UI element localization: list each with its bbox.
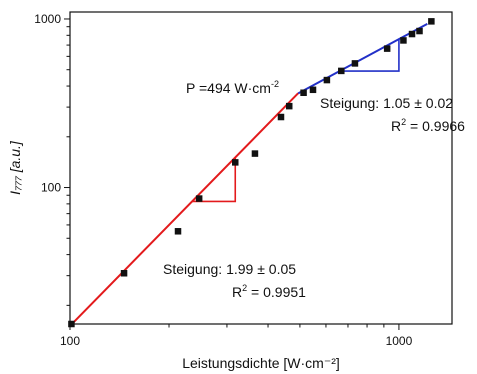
plot-frame [69,11,453,325]
slope-triangle-blue [339,39,400,72]
slope-triangle-red [192,157,237,203]
y-tick-label: 100 [41,181,61,195]
fit-slope-value-red: 1.99 [226,261,253,277]
fit-line-blue [297,22,428,95]
data-point [428,18,435,25]
data-point [400,37,407,44]
data-point [383,45,391,52]
data-point [309,86,317,94]
axis-ticks: 100 1000 100 1000 [34,12,412,348]
x-tick-label: 1000 [386,334,413,348]
fit-label-red: Steigung: [163,261,222,277]
power-annotation: P =494 W·cm-2 [186,79,279,96]
data-point [251,150,259,157]
fit-slope-blue: Steigung: 1.05 ± 0.02 [320,95,453,111]
plus-minus-icon: ± [257,261,265,277]
data-point [277,113,285,121]
fit-r2-blue: R2 = 0.9966 [391,117,465,134]
data-point [338,67,345,75]
data-point [68,320,75,328]
data-point [174,228,182,235]
fit-r2-value-blue: 0.9966 [422,118,465,134]
x-tick-label: 100 [60,334,80,348]
x-axis-label: Leistungsdichte [W·cm⁻²] [182,355,340,371]
data-point [285,102,293,110]
fit-label-blue: Steigung: [320,95,379,111]
fit-r2-red: R2 = 0.9951 [232,283,306,300]
annotation-unit: W·cm [234,80,271,96]
data-point [408,30,416,38]
data-point [323,76,331,84]
data-point [416,27,423,35]
fit-error-value-blue: 0.02 [426,95,453,111]
fit-slope-value-blue: 1.05 [383,95,410,111]
fit-error-value-red: 0.05 [269,261,296,277]
data-point [195,195,203,202]
fit-line-red [69,92,299,327]
annotation-exponent: -2 [271,79,279,89]
annotation-value: 494 [207,80,231,96]
y-tick-label: 1000 [34,12,61,26]
fit-lines [69,22,428,327]
data-point [351,60,359,67]
annotation-prefix: P = [186,80,207,96]
data-point [300,89,307,97]
fit-slope-red: Steigung: 1.99 ± 0.05 [163,261,296,277]
fit-r2-value-red: 0.9951 [263,284,306,300]
plus-minus-icon: ± [414,95,422,111]
data-point [232,159,239,166]
y-axis-label: I₇₇₇ [a.u.] [7,140,23,195]
data-markers [68,18,435,328]
data-point [120,270,128,277]
